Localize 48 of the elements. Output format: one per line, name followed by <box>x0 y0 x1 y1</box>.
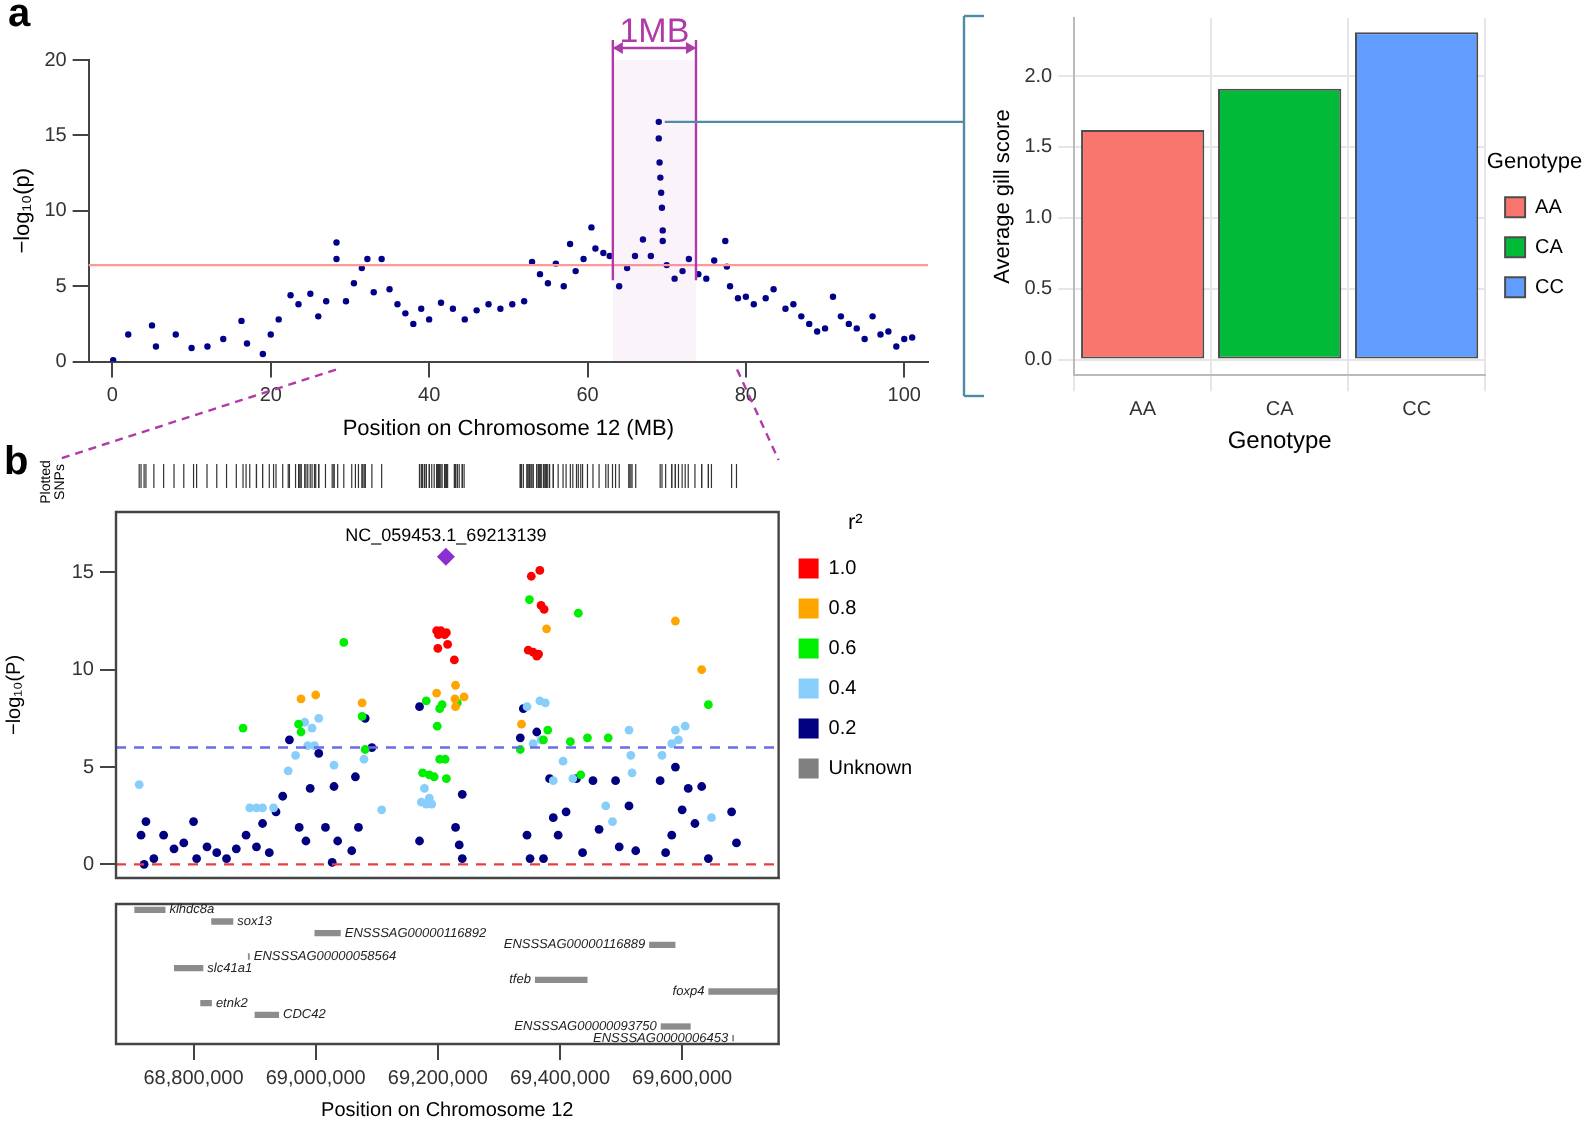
legend-label: 0.6 <box>828 637 858 660</box>
y-tick-label: 10 <box>71 659 95 682</box>
x-tick-label: 40 <box>418 385 442 408</box>
legend-label: 0.4 <box>828 677 858 700</box>
y-axis-title: −log₁₀(P) <box>3 654 26 736</box>
x-tick-label: 80 <box>734 385 758 408</box>
y-tick-label: 20 <box>44 49 68 72</box>
x-tick-label: CA <box>1265 398 1295 421</box>
x-tick-label: 69,000,000 <box>265 1067 367 1090</box>
legend-label: 1MB <box>619 12 690 51</box>
y-tick-label: 1.0 <box>1024 207 1054 230</box>
y-tick-label: 0.5 <box>1024 278 1054 301</box>
x-tick-label: 0 <box>106 385 119 408</box>
legend-label: AA <box>1535 196 1563 219</box>
x-axis-title: Position on Chromosome 12 <box>321 1099 575 1122</box>
x-tick-label: CC <box>1402 398 1432 421</box>
x-tick-label: 69,400,000 <box>509 1067 611 1090</box>
annotation: NC_059453.1_69213139 <box>345 524 547 545</box>
legend-title: r² <box>847 511 864 536</box>
x-axis-title: Genotype <box>1227 426 1333 455</box>
y-tick-label: 10 <box>44 200 68 223</box>
legend-label: CC <box>1535 276 1565 299</box>
y-axis-title: Average gill score <box>991 109 1016 284</box>
y-tick-label: 0 <box>55 351 68 374</box>
y-tick-label: 15 <box>71 561 95 584</box>
x-tick-label: 69,600,000 <box>632 1067 734 1090</box>
x-tick-label: 100 <box>887 385 922 408</box>
y-tick-label: 0.0 <box>1024 349 1054 372</box>
x-tick-label: 68,800,000 <box>143 1067 245 1090</box>
legend-label: Unknown <box>828 757 913 780</box>
legend-label: 0.2 <box>828 717 858 740</box>
legend-title: Genotype <box>1486 149 1583 174</box>
y-tick-label: 1.5 <box>1024 136 1054 159</box>
y-axis-title: −log₁₀(p) <box>11 167 36 254</box>
y-tick-label: 0 <box>82 853 95 876</box>
text: b <box>4 440 29 486</box>
x-axis-title: Position on Chromosome 12 (MB) <box>342 416 675 441</box>
legend-label: 1.0 <box>828 557 858 580</box>
x-tick-label: AA <box>1129 398 1157 421</box>
text: a <box>8 0 31 38</box>
y-tick-label: 15 <box>44 124 68 147</box>
x-tick-label: 69,200,000 <box>387 1067 489 1090</box>
y-tick-label: 5 <box>82 756 95 779</box>
legend-label: CA <box>1535 236 1564 259</box>
x-tick-label: 60 <box>576 385 600 408</box>
y-tick-label: 5 <box>55 275 68 298</box>
y-tick-label: 2.0 <box>1024 65 1054 88</box>
legend-label: 0.8 <box>828 597 858 620</box>
